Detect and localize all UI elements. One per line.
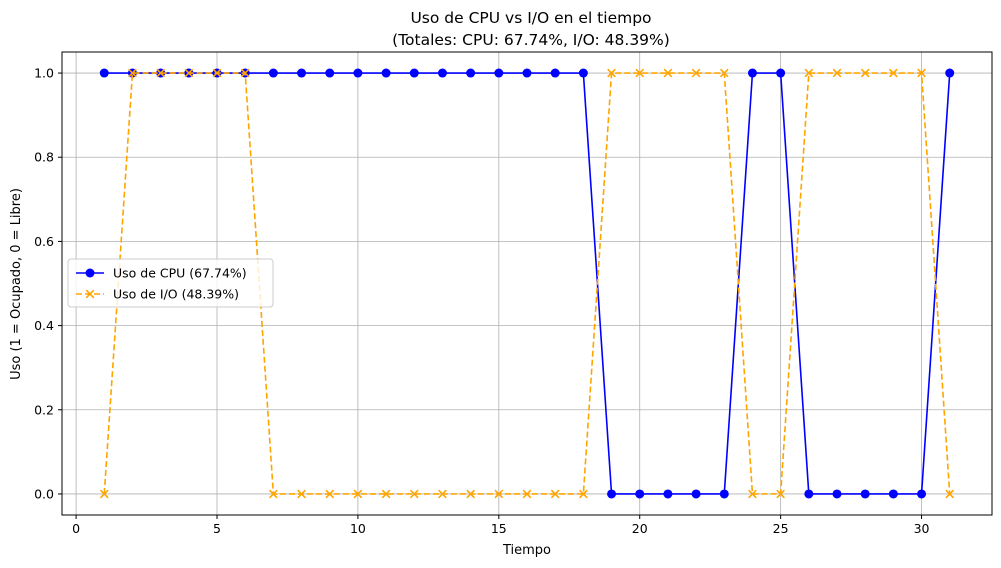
series-io (99, 68, 955, 499)
y-tick-label: 0.2 (34, 402, 54, 417)
data-point (297, 489, 306, 499)
data-point (353, 489, 363, 499)
data-point (99, 489, 109, 499)
data-point (578, 489, 588, 499)
data-point (917, 68, 926, 78)
data-point (438, 489, 447, 499)
data-point (832, 68, 842, 78)
x-tick-label: 20 (632, 521, 648, 536)
y-axis-label: Uso (1 = Ocupado, 0 = Libre) (9, 188, 24, 380)
x-tick-label: 5 (213, 521, 221, 536)
y-tick-label: 0.0 (34, 486, 54, 501)
y-tick-label: 1.0 (34, 66, 54, 81)
data-point (663, 68, 673, 78)
chart-subtitle: (Totales: CPU: 67.74%, I/O: 48.39%) (392, 31, 670, 49)
x-tick-label: 0 (72, 521, 80, 536)
data-point (128, 68, 137, 78)
x-tick-label: 25 (773, 521, 789, 536)
y-tick-label: 0.8 (34, 150, 54, 165)
data-point (691, 68, 701, 78)
plot-series (99, 68, 955, 499)
data-point (522, 489, 532, 499)
x-tick-label: 15 (491, 521, 507, 536)
data-point (635, 68, 645, 78)
data-point (719, 68, 729, 78)
data-point (522, 68, 532, 78)
data-point (663, 489, 673, 499)
legend: Uso de CPU (67.74%) Uso de I/O (48.39%) (67, 258, 274, 308)
data-point (268, 68, 278, 78)
data-point (776, 489, 786, 499)
data-point (353, 68, 363, 78)
data-point (607, 68, 616, 78)
data-point (888, 68, 898, 78)
data-point (85, 289, 95, 299)
y-tick-label: 0.6 (34, 234, 54, 249)
data-point (691, 489, 701, 499)
data-point (268, 489, 278, 499)
data-point (945, 68, 955, 78)
data-point (747, 68, 757, 78)
plot-area-frame (61, 51, 993, 516)
data-point (635, 489, 645, 499)
data-point (494, 489, 504, 499)
data-point (99, 68, 109, 78)
data-point (381, 489, 391, 499)
data-point (860, 489, 870, 499)
data-point (550, 489, 560, 499)
data-point (494, 68, 504, 78)
data-point (184, 68, 194, 78)
data-point (607, 489, 617, 499)
legend-label: Uso de I/O (48.39%) (113, 287, 239, 302)
data-point (156, 68, 166, 78)
data-point (240, 68, 250, 78)
axis-ticks: 0 5 10 15 20 25 30 0.0 0.2 0.4 0.6 0.8 1.0 (34, 66, 929, 536)
y-tick-label: 0.4 (34, 318, 54, 333)
data-point (381, 68, 391, 78)
legend-entry: Uso de I/O (48.39%) (76, 287, 239, 302)
data-point (578, 68, 588, 78)
legend-entry: Uso de CPU (67.74%) (76, 266, 247, 281)
data-point (804, 489, 814, 499)
legend-label: Uso de CPU (67.74%) (113, 266, 247, 281)
data-point (748, 489, 757, 499)
data-point (832, 489, 842, 499)
data-point (466, 489, 476, 499)
x-axis-label: Tiempo (502, 543, 551, 558)
data-point (409, 489, 419, 499)
data-point (860, 68, 870, 78)
x-tick-label: 10 (350, 521, 366, 536)
data-point (550, 68, 560, 78)
data-point (466, 68, 476, 78)
data-point (325, 489, 335, 499)
data-point (804, 68, 814, 78)
data-point (945, 489, 955, 499)
data-point (325, 68, 335, 78)
data-point (297, 68, 307, 78)
data-point (888, 489, 898, 499)
data-point (409, 68, 419, 78)
data-point (776, 68, 786, 78)
data-point (212, 68, 222, 78)
data-point (437, 68, 447, 78)
x-tick-label: 30 (914, 521, 930, 536)
chart-title: Uso de CPU vs I/O en el tiempo (410, 9, 651, 27)
legend-box (67, 258, 274, 308)
data-point (719, 489, 729, 499)
data-point (917, 489, 927, 499)
data-point (85, 268, 95, 278)
